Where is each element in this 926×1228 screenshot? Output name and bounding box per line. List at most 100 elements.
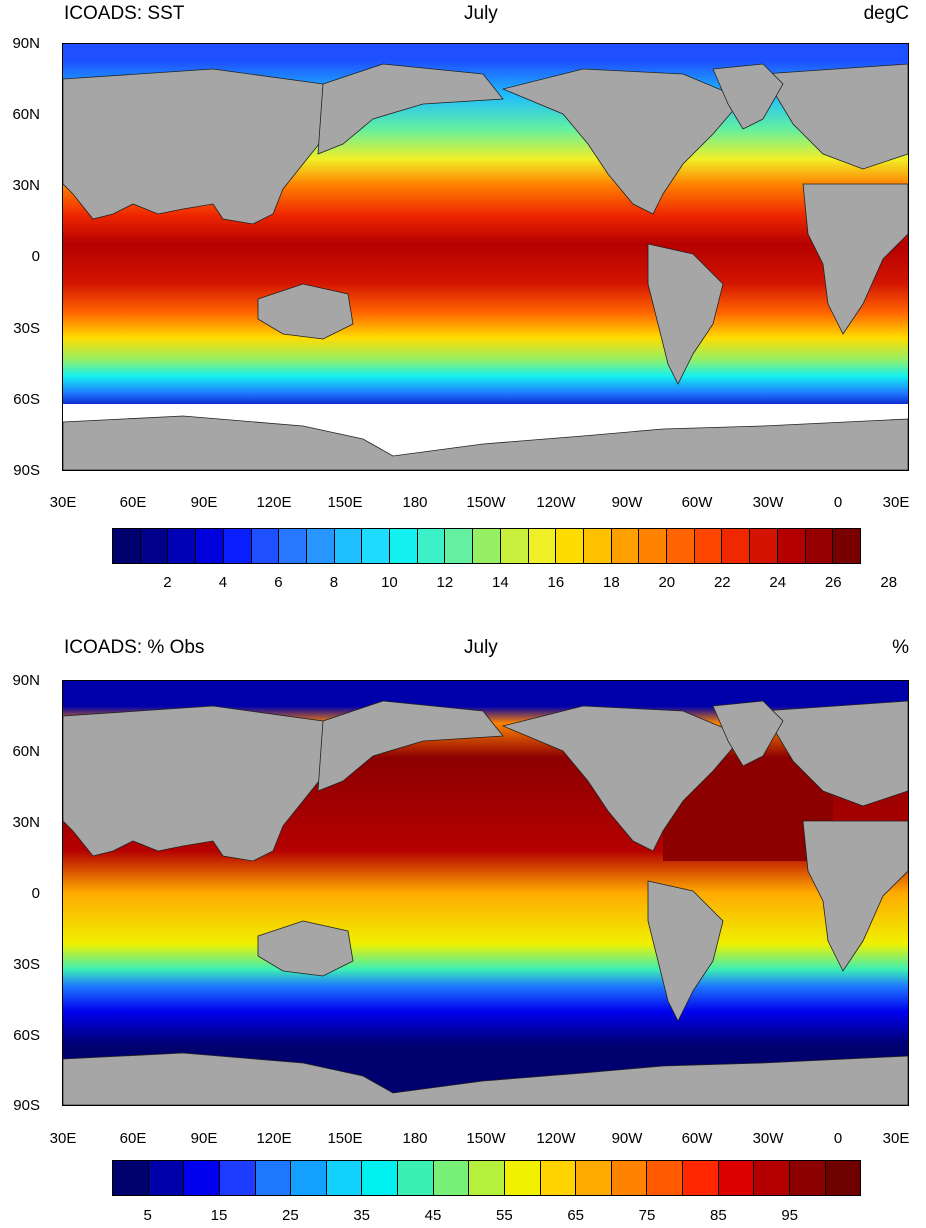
colorbar-label: 25 bbox=[281, 1207, 299, 1224]
x-label: 30E bbox=[882, 1130, 910, 1147]
colorbar-swatch bbox=[334, 529, 363, 563]
colorbar-swatch bbox=[279, 529, 307, 563]
colorbar-swatch bbox=[833, 529, 860, 563]
colorbar-swatch bbox=[113, 1161, 149, 1195]
colorbar-swatch bbox=[433, 1161, 470, 1195]
colorbar-swatch bbox=[750, 529, 778, 563]
colorbar-swatch bbox=[306, 529, 335, 563]
x-label: 60E bbox=[119, 494, 147, 511]
x-label: 90E bbox=[190, 494, 218, 511]
colorbar-label: 2 bbox=[163, 574, 172, 591]
colorbar-swatch bbox=[469, 1161, 505, 1195]
colorbar-label: 8 bbox=[329, 574, 339, 591]
colorbar-swatch bbox=[789, 1161, 826, 1195]
colorbar-label: 5 bbox=[143, 1207, 152, 1224]
colorbar-swatch bbox=[528, 529, 557, 563]
y-label-90s: 90S bbox=[13, 462, 40, 479]
x-label: 0 bbox=[833, 1130, 843, 1147]
colorbar-label: 35 bbox=[353, 1207, 370, 1224]
y-label-30s: 30S bbox=[13, 956, 40, 973]
land-masses bbox=[63, 700, 908, 1105]
north-america-land bbox=[501, 68, 744, 215]
colorbar-swatch bbox=[445, 529, 474, 563]
colorbar-label: 12 bbox=[436, 574, 454, 591]
x-label: 180 bbox=[402, 494, 428, 511]
y-label-60s: 60S bbox=[13, 1027, 40, 1044]
x-label: 30W bbox=[752, 1130, 784, 1147]
panel-left-title: ICOADS: % Obs bbox=[64, 637, 205, 658]
colorbar-swatch bbox=[255, 1161, 292, 1195]
colorbar-swatch bbox=[390, 529, 418, 563]
greenland-land bbox=[712, 63, 784, 130]
sst-colorbar bbox=[112, 528, 861, 564]
colorbar-swatch bbox=[473, 529, 501, 563]
colorbar-label: 18 bbox=[602, 574, 620, 591]
colorbar-label: 95 bbox=[781, 1207, 798, 1224]
colorbar-swatch bbox=[722, 529, 751, 563]
x-label: 120W bbox=[536, 494, 576, 511]
colorbar-swatch bbox=[362, 529, 391, 563]
obs-map bbox=[63, 681, 908, 1105]
colorbar-swatch bbox=[140, 529, 169, 563]
colorbar-label: 65 bbox=[567, 1207, 584, 1224]
colorbar-swatch bbox=[417, 529, 446, 563]
x-label: 30E bbox=[49, 494, 77, 511]
colorbar-label: 22 bbox=[713, 574, 731, 591]
colorbar-label: 85 bbox=[709, 1207, 727, 1224]
colorbar-label: 26 bbox=[824, 574, 842, 591]
antarctica-land bbox=[63, 415, 908, 470]
colorbar-swatch bbox=[251, 529, 280, 563]
colorbar-swatch bbox=[291, 1161, 327, 1195]
y-label-90s: 90S bbox=[13, 1097, 40, 1114]
panel-right-title: % bbox=[892, 637, 909, 658]
y-label-30s: 30S bbox=[13, 320, 40, 337]
colorbar-label: 75 bbox=[638, 1207, 656, 1224]
colorbar-swatch bbox=[556, 529, 584, 563]
y-label-0: 0 bbox=[31, 885, 40, 902]
colorbar-swatch bbox=[683, 1161, 719, 1195]
colorbar-swatch bbox=[223, 529, 252, 563]
colorbar-swatch bbox=[718, 1161, 755, 1195]
colorbar-label: 24 bbox=[769, 574, 787, 591]
x-label: 60W bbox=[681, 1130, 713, 1147]
colorbar-swatch bbox=[113, 529, 141, 563]
x-label: 30E bbox=[882, 494, 910, 511]
y-label-90n: 90N bbox=[12, 672, 40, 689]
panel-center-title: July bbox=[464, 3, 498, 24]
colorbar-swatch bbox=[504, 1161, 541, 1195]
colorbar-label: 55 bbox=[495, 1207, 513, 1224]
sst-panel: ICOADS: SST July degC bbox=[0, 0, 926, 600]
x-label: 90E bbox=[190, 1130, 218, 1147]
sst-map-frame bbox=[62, 43, 909, 471]
colorbar-swatch bbox=[500, 529, 529, 563]
x-label: 150W bbox=[466, 494, 506, 511]
australia-land bbox=[257, 283, 354, 340]
colorbar-swatch bbox=[754, 1161, 790, 1195]
colorbar-label: 20 bbox=[658, 574, 676, 591]
x-label: 120W bbox=[536, 1130, 576, 1147]
colorbar-swatch bbox=[805, 529, 834, 563]
europe-land bbox=[762, 63, 908, 170]
colorbar-label: 45 bbox=[424, 1207, 442, 1224]
x-label: 30W bbox=[752, 494, 784, 511]
africa-land bbox=[802, 183, 908, 335]
x-label: 90W bbox=[611, 494, 643, 511]
panel-right-title: degC bbox=[863, 3, 909, 24]
colorbar-swatch bbox=[667, 529, 695, 563]
y-label-60s: 60S bbox=[13, 391, 40, 408]
y-label-30n: 30N bbox=[12, 814, 40, 831]
north-america-land bbox=[501, 705, 744, 852]
sst-map bbox=[63, 44, 908, 470]
y-label-60n: 60N bbox=[12, 106, 40, 123]
colorbar-swatch bbox=[611, 1161, 648, 1195]
colorbar-label: 15 bbox=[210, 1207, 228, 1224]
colorbar-label: 16 bbox=[547, 574, 565, 591]
colorbar-swatch bbox=[398, 1161, 434, 1195]
x-label: 150E bbox=[327, 494, 363, 511]
south-america-land bbox=[647, 243, 724, 385]
y-label-90n: 90N bbox=[12, 35, 40, 52]
east-asia-land bbox=[317, 700, 504, 792]
panel-center-title: July bbox=[464, 637, 498, 658]
x-label: 120E bbox=[256, 494, 292, 511]
